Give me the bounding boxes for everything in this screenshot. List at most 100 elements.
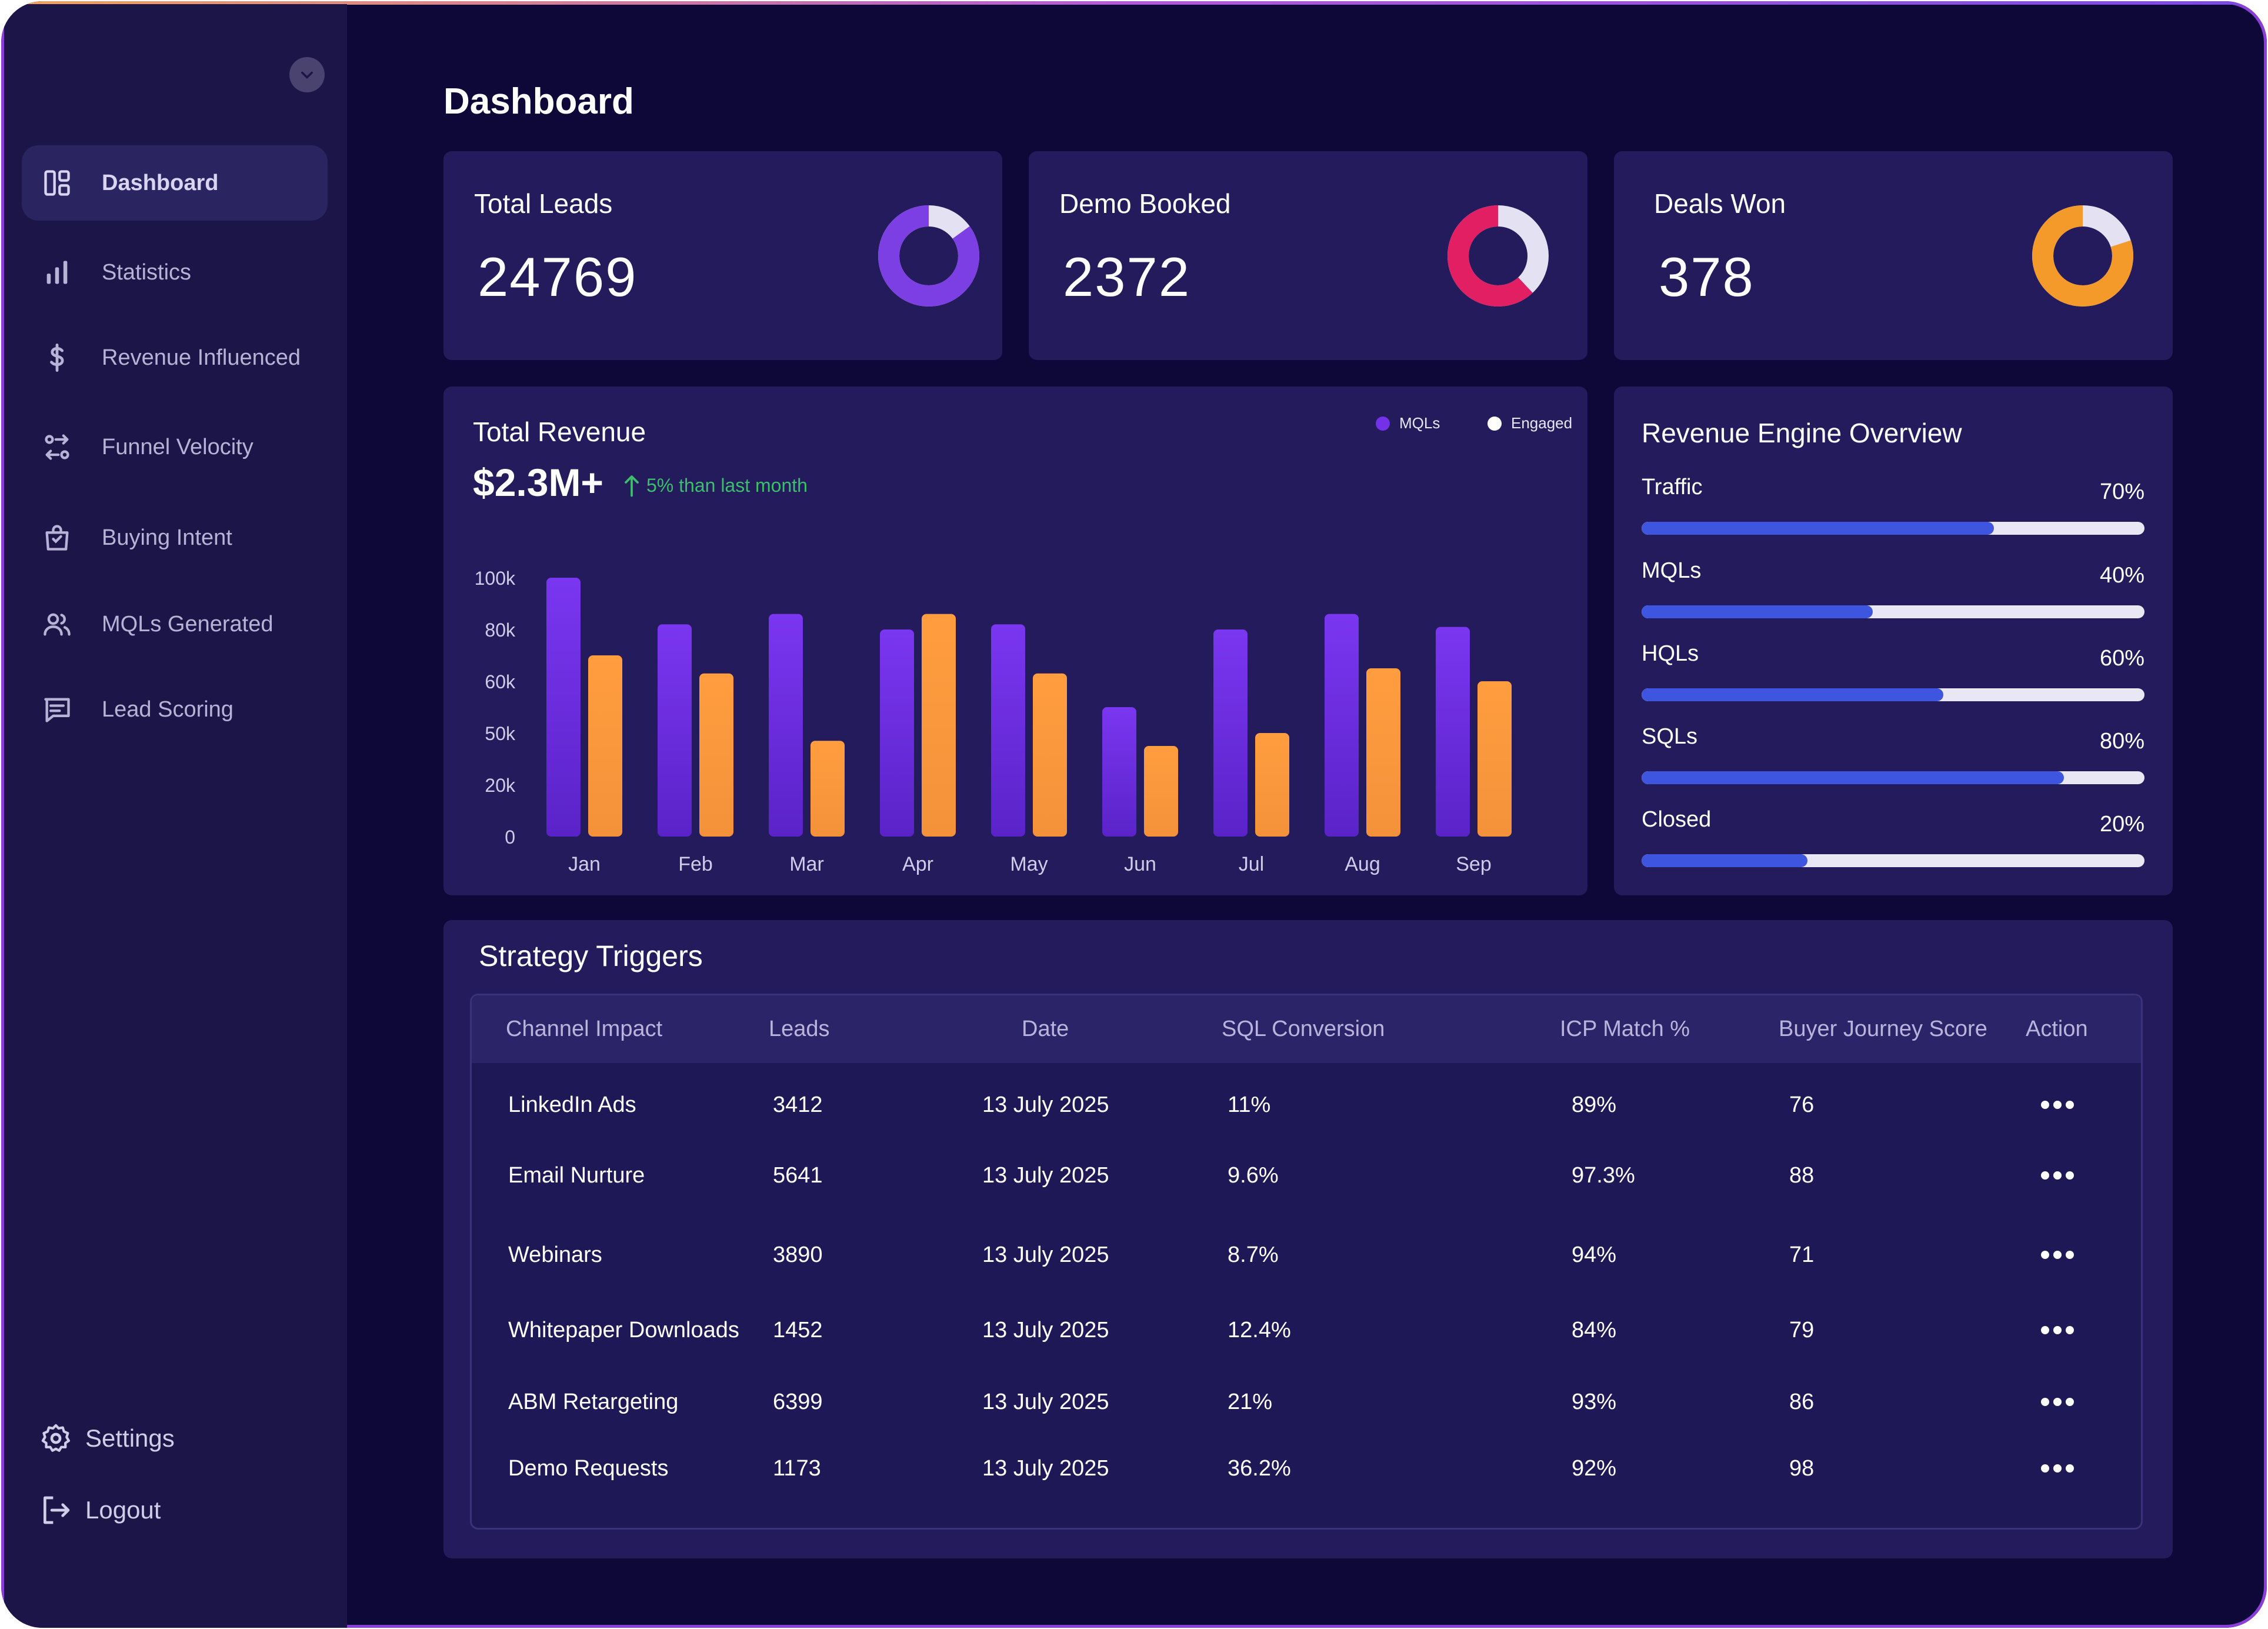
progress-percent: 80% (2099, 729, 2144, 754)
logout-label: Logout (85, 1496, 161, 1524)
table-cell: 13 July 2025 (982, 1163, 1109, 1188)
more-options-icon[interactable] (2041, 1398, 2074, 1406)
revenue-bar-chart: 0 20k 50k 60k 80k 100k Jan Feb Mar Apr May Jun Jul Au… (475, 568, 1512, 875)
trend-indicator: 5% than last month (623, 474, 808, 497)
dot (2041, 1101, 2049, 1109)
window-accent (1, 1, 2267, 5)
x-tick-label: Jan (568, 853, 601, 875)
column-header: Channel Impact (506, 1017, 663, 1041)
logout-button[interactable]: Logout (39, 1494, 161, 1527)
progress-label: HQLs (1642, 641, 1699, 666)
bar-engaged-apr (922, 614, 956, 837)
bar-engaged-jan (588, 655, 622, 837)
more-options-icon[interactable] (2041, 1251, 2074, 1259)
sidebar-item-label: Buying Intent (102, 525, 232, 550)
bar-mqls-jul (1213, 629, 1248, 837)
sidebar-item-label: Statistics (102, 259, 192, 285)
sidebar-item-mqls-generated[interactable]: MQLs Generated (22, 587, 328, 662)
y-tick-label: 0 (505, 827, 515, 848)
table-cell: 76 (1789, 1092, 1815, 1117)
progress-fill (1642, 605, 1873, 618)
more-options-icon[interactable] (2041, 1101, 2074, 1109)
table-cell: Whitepaper Downloads (508, 1318, 739, 1342)
arrow-up-icon (625, 475, 639, 497)
chart-title: Total Revenue (473, 417, 646, 447)
stat-card-deals-won: Deals Won 378 (1614, 151, 2173, 360)
table-cell: 8.7% (1228, 1242, 1279, 1267)
table-cell: Webinars (508, 1242, 602, 1267)
x-tick-label: Mar (789, 853, 824, 875)
progress-label: MQLs (1642, 558, 1702, 583)
stat-card-demo-booked: Demo Booked 2372 (1029, 151, 1587, 360)
table-cell: 36.2% (1228, 1456, 1291, 1481)
column-header: Leads (769, 1017, 830, 1041)
progress-track (1642, 522, 2144, 535)
more-options-icon[interactable] (2041, 1171, 2074, 1180)
y-tick-label: 100k (475, 568, 516, 589)
column-header: Buyer Journey Score (1779, 1017, 1987, 1041)
x-tick-label: May (1010, 853, 1048, 875)
trend-text: 5% than last month (646, 474, 808, 496)
table-cell: 13 July 2025 (982, 1242, 1109, 1267)
donut-chart-icon (2032, 205, 2133, 307)
sidebar-item-revenue-influenced[interactable]: Revenue Influenced (22, 320, 328, 395)
revenue-engine-title: Revenue Engine Overview (1642, 418, 1962, 448)
table-row: LinkedIn Ads 3412 13 July 2025 11% 89% 76 (472, 1092, 2141, 1157)
table-cell: 13 July 2025 (982, 1390, 1109, 1414)
sidebar-item-statistics[interactable]: Statistics (22, 235, 328, 310)
collapse-sidebar-button[interactable] (289, 57, 325, 92)
table-cell: 5641 (773, 1163, 823, 1188)
progress-percent: 20% (2099, 812, 2144, 837)
sidebar-item-dashboard[interactable]: Dashboard (22, 145, 328, 221)
table-cell: LinkedIn Ads (508, 1092, 636, 1117)
progress-percent: 60% (2099, 646, 2144, 671)
table-cell: 9.6% (1228, 1163, 1279, 1188)
legend-item-mqls: MQLs (1376, 414, 1440, 432)
column-header: SQL Conversion (1222, 1017, 1385, 1041)
dot (2053, 1101, 2062, 1109)
table-title: Strategy Triggers (479, 940, 703, 972)
dot (2041, 1464, 2049, 1473)
more-options-icon[interactable] (2041, 1326, 2074, 1334)
settings-button[interactable]: Settings (39, 1422, 175, 1455)
sidebar-item-label: Funnel Velocity (102, 434, 254, 459)
dashboard-icon (39, 165, 75, 201)
table-cell: 13 July 2025 (982, 1456, 1109, 1481)
y-tick-label: 20k (485, 775, 516, 796)
bar-chart-icon (39, 255, 75, 290)
progress-track (1642, 854, 2144, 867)
dot (2041, 1398, 2049, 1406)
chevron-down-icon (301, 71, 313, 79)
sidebar-item-funnel-velocity[interactable]: Funnel Velocity (22, 409, 328, 485)
progress-fill (1642, 688, 1943, 701)
stat-value: 2372 (1063, 246, 1191, 308)
dot (2066, 1464, 2074, 1473)
table-cell: 94% (1572, 1242, 1617, 1267)
progress-track (1642, 605, 2144, 618)
stat-value: 378 (1659, 246, 1755, 308)
table-cell: 1173 (773, 1456, 821, 1481)
shopping-bag-icon (39, 520, 75, 555)
bar-engaged-feb (699, 673, 733, 837)
progress-percent: 70% (2099, 479, 2144, 504)
table-row: Demo Requests 1173 13 July 2025 36.2% 92% 98 (472, 1456, 2141, 1521)
table-cell: 97.3% (1572, 1163, 1635, 1188)
sidebar: Dashboard Statistics Revenue Influenced … (4, 4, 347, 1628)
progress-percent: 40% (2099, 563, 2144, 588)
more-options-icon[interactable] (2041, 1464, 2074, 1473)
table-cell: 6399 (773, 1390, 823, 1414)
dot (2041, 1171, 2049, 1180)
bar-mqls-may (991, 624, 1025, 837)
x-tick-label: Jun (1124, 853, 1156, 875)
x-tick-label: Feb (678, 853, 713, 875)
progress-fill (1642, 854, 1808, 867)
table-cell: 3412 (773, 1092, 823, 1117)
bar-engaged-may (1033, 673, 1067, 837)
total-revenue-card: Total Revenue $2.3M+ 5% than last month … (443, 387, 1587, 895)
sidebar-item-buying-intent[interactable]: Buying Intent (22, 500, 328, 575)
table-cell: 93% (1572, 1390, 1617, 1414)
table-row: ABM Retargeting 6399 13 July 2025 21% 93% 86 (472, 1390, 2141, 1454)
sidebar-item-lead-scoring[interactable]: Lead Scoring (22, 672, 328, 747)
stat-label: Total Leads (474, 188, 613, 219)
table-cell: 71 (1789, 1242, 1815, 1267)
